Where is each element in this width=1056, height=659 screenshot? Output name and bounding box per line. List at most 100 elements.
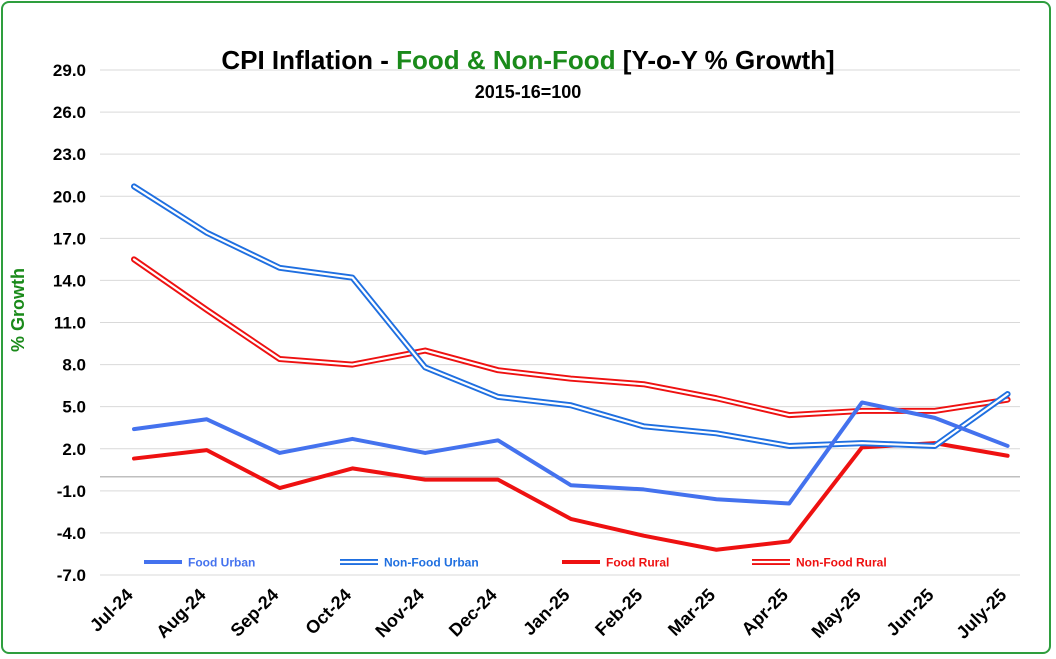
data-point (714, 497, 718, 501)
data-point (860, 409, 864, 413)
y-tick-label: -4.0 (57, 524, 86, 543)
data-point (1006, 444, 1010, 448)
data-point (496, 368, 500, 372)
series-non-food-rural (131, 256, 1011, 419)
data-point (350, 363, 354, 367)
data-point (423, 451, 427, 455)
y-tick-label: 17.0 (53, 229, 86, 248)
data-point (350, 276, 354, 280)
legend-item: Non-Food Rural (752, 556, 887, 570)
y-tick-label: 29.0 (53, 61, 86, 80)
x-tick-label: Jun-25 (882, 585, 937, 640)
y-tick-label: -1.0 (57, 482, 86, 501)
data-point (205, 417, 209, 421)
data-point (278, 451, 282, 455)
data-point (205, 308, 209, 312)
legend-item: Food Urban (144, 556, 255, 570)
series-food-urban (132, 400, 1010, 506)
chart-title-part: [Y-o-Y % Growth] (616, 45, 835, 75)
data-point (787, 501, 791, 505)
legend-item: Non-Food Urban (340, 556, 479, 570)
series-food-rural (132, 441, 1010, 552)
y-tick-label: 14.0 (53, 271, 86, 290)
x-tick-label: Nov-24 (371, 585, 428, 642)
data-point (1006, 392, 1010, 396)
data-point (278, 357, 282, 361)
x-tick-label: Dec-24 (445, 585, 501, 641)
y-axis-label: % Growth (8, 268, 28, 352)
data-point (933, 444, 937, 448)
chart-subtitle: 2015-16=100 (475, 82, 582, 102)
chart-title-part: Food & Non-Food (396, 45, 615, 75)
data-point (642, 534, 646, 538)
data-point (423, 478, 427, 482)
data-point (860, 441, 864, 445)
data-point (787, 539, 791, 543)
data-point (714, 396, 718, 400)
series-line-outer (131, 256, 1011, 419)
y-tick-label: 8.0 (62, 356, 86, 375)
y-tick-label: -7.0 (57, 566, 86, 585)
data-point (569, 377, 573, 381)
data-point (642, 424, 646, 428)
data-point (860, 400, 864, 404)
data-point (132, 457, 136, 461)
chart-title-part: CPI Inflation - (221, 45, 396, 75)
legend: Food Urban Non-Food Urban Food Rural Non-Fo… (144, 556, 887, 570)
y-tick-label: 5.0 (62, 398, 86, 417)
y-tick-label: 20.0 (53, 187, 86, 206)
x-tick-label: Sep-24 (227, 585, 283, 641)
grid-layer (100, 69, 1020, 576)
series-line-inner (132, 185, 1009, 448)
x-tick-label: May-25 (808, 585, 865, 642)
data-point (714, 431, 718, 435)
legend-label: Food Rural (606, 556, 669, 570)
x-tick-label: Jan-25 (519, 585, 573, 639)
legend-label: Food Urban (188, 556, 255, 570)
y-tick-label: 11.0 (54, 314, 86, 333)
x-tick-label: Feb-25 (591, 585, 646, 640)
x-tick-label: Aug-24 (152, 585, 209, 642)
x-tick-label: July-25 (952, 585, 1010, 643)
data-point (423, 365, 427, 369)
data-point (496, 478, 500, 482)
legend-item: Food Rural (562, 556, 669, 570)
y-tick-label: 2.0 (62, 440, 86, 459)
data-point (132, 184, 136, 188)
data-point (642, 382, 646, 386)
data-point (933, 416, 937, 420)
data-point (714, 548, 718, 552)
data-point (350, 466, 354, 470)
data-point (496, 395, 500, 399)
data-point (132, 257, 136, 261)
chart-title: CPI Inflation - Food & Non-Food [Y-o-Y %… (221, 45, 834, 75)
data-point (423, 349, 427, 353)
data-point (787, 444, 791, 448)
data-point (205, 448, 209, 452)
data-point (569, 483, 573, 487)
data-point (278, 486, 282, 490)
series-non-food-urban (131, 183, 1011, 449)
x-tick-label: Oct-24 (301, 585, 355, 639)
x-tick-layer: Jul-24 Aug-24 Sep-24 Oct-24 Nov-24 Dec-24 Jan-… (86, 585, 1011, 643)
data-point (569, 517, 573, 521)
data-point (787, 413, 791, 417)
x-tick-label: Mar-25 (664, 585, 719, 640)
series-line (132, 441, 1010, 552)
series-layer (131, 183, 1011, 552)
data-point (132, 427, 136, 431)
y-tick-layer: 29.0 26.0 23.0 20.0 17.0 14.0 11.0 8.0 5.0 2.0 -1.… (53, 61, 86, 585)
data-point (642, 487, 646, 491)
series-line-inner (132, 258, 1009, 417)
y-tick-label: 23.0 (53, 145, 86, 164)
data-point (496, 438, 500, 442)
x-tick-label: Jul-24 (86, 585, 137, 636)
data-point (1006, 454, 1010, 458)
data-point (569, 403, 573, 407)
data-point (350, 437, 354, 441)
series-line (132, 400, 1010, 506)
x-tick-label: Apr-25 (738, 585, 792, 639)
data-point (933, 409, 937, 413)
